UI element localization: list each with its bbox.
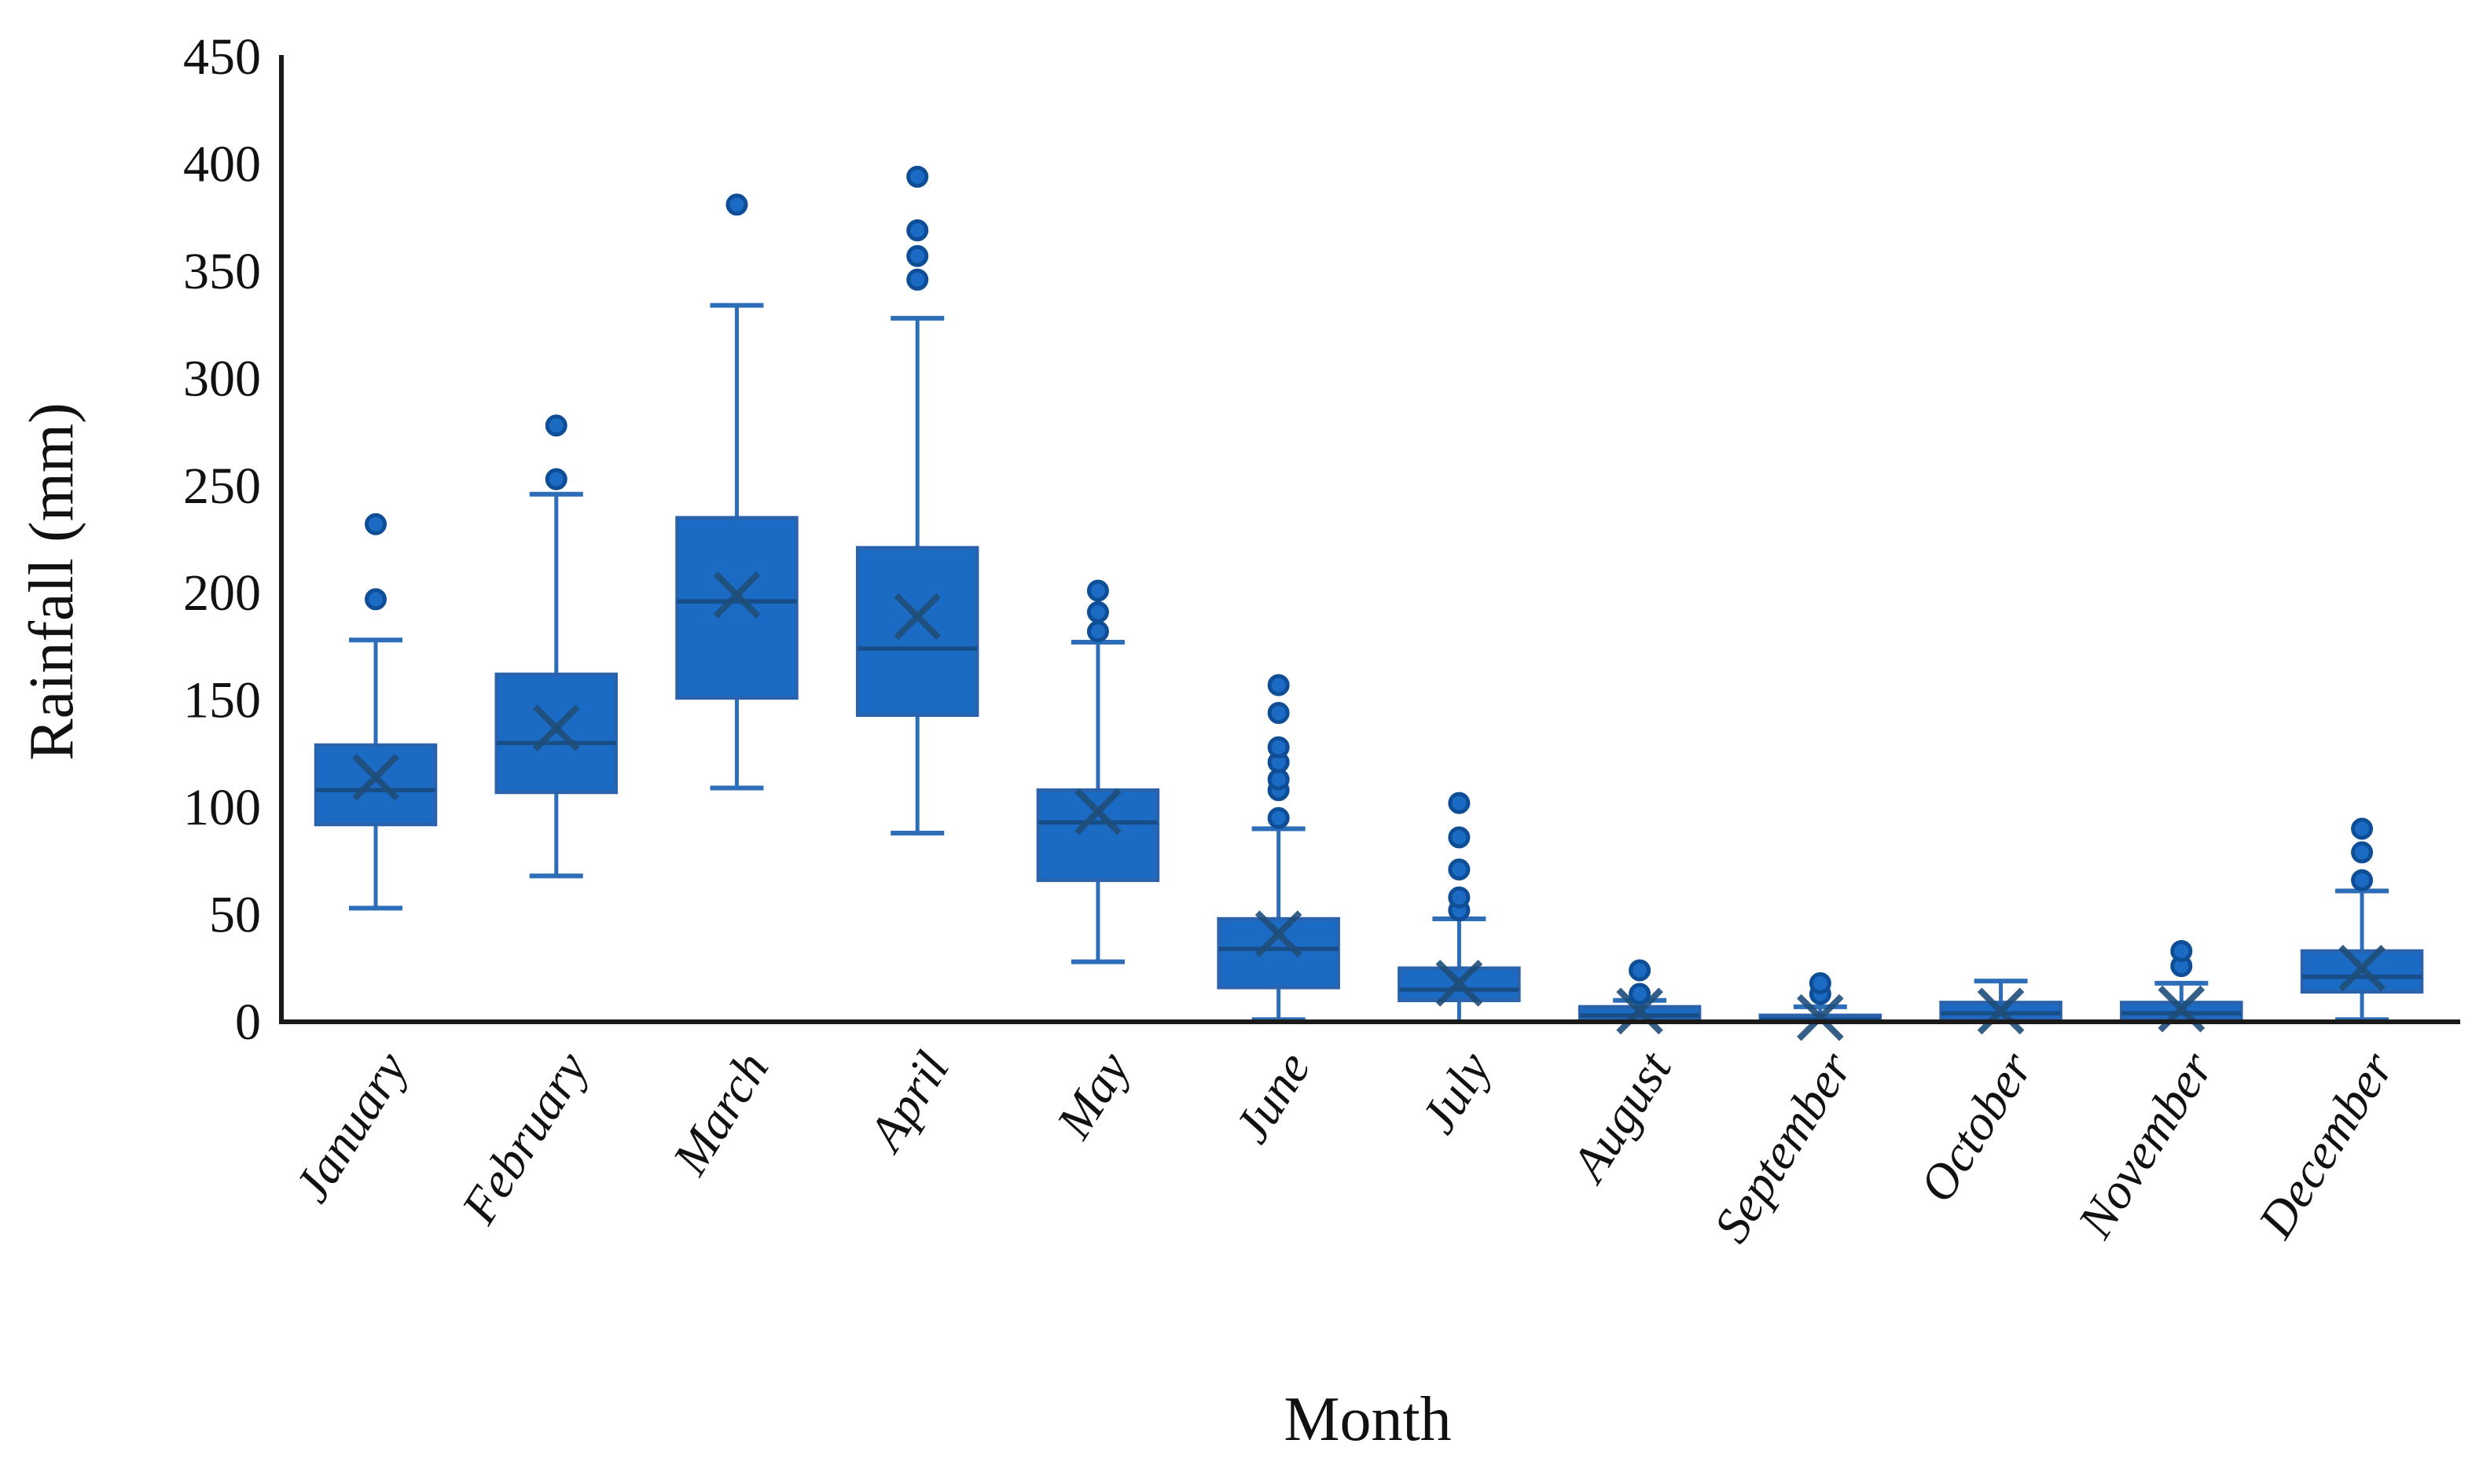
outlier-dot-july: [1448, 886, 1471, 909]
outlier-dot-august: [1629, 959, 1651, 982]
axes-layer: [279, 55, 2460, 1024]
box-october: [1939, 987, 2062, 1035]
x-tick-label-march: March: [661, 1042, 779, 1185]
box-rect-may: [1036, 788, 1160, 883]
outlier-dot-december: [2351, 841, 2374, 864]
y-tick-label: 200: [183, 564, 261, 622]
outlier-dot-april: [906, 244, 929, 267]
box-april: [855, 545, 979, 718]
mean-marker-august: [1616, 987, 1663, 1035]
outlier-dot-may: [1086, 620, 1109, 643]
y-tick-label: 350: [183, 243, 261, 300]
y-axis-title: Rainfall (mm): [17, 402, 86, 760]
y-tick-label: 400: [183, 135, 261, 193]
y-tick-label: 150: [183, 672, 261, 729]
y-tick-label: 300: [183, 350, 261, 407]
x-tick-label-october: October: [1908, 1041, 2044, 1211]
mean-marker-april: [894, 593, 942, 641]
y-tick-label: 100: [183, 779, 261, 836]
outlier-dot-november: [2170, 939, 2193, 962]
x-tick-label-august: August: [1559, 1041, 1683, 1193]
outlier-dot-april: [906, 268, 929, 291]
mean-marker-september: [1797, 994, 1844, 1041]
x-axis-title: Month: [1284, 1385, 1451, 1454]
outlier-dot-december: [2351, 869, 2374, 891]
y-tick-label: 50: [209, 887, 261, 944]
box-january: [314, 743, 438, 827]
mean-marker-february: [532, 704, 580, 751]
y-tick-labels: 0 50 100 150 200 250 300 350 400 450: [183, 28, 261, 1051]
mean-marker-may: [1074, 788, 1122, 836]
mean-marker-july: [1435, 960, 1483, 1007]
outlier-dot-september: [1809, 972, 1831, 994]
outlier-dot-january: [365, 512, 387, 535]
outlier-dot-july: [1448, 858, 1471, 881]
box-rect-february: [494, 672, 618, 795]
box-july: [1398, 960, 1521, 1007]
outlier-dot-july: [1448, 826, 1471, 849]
y-tick-label: 250: [183, 457, 261, 515]
box-december: [2300, 944, 2424, 994]
outliers-layer: [365, 165, 2374, 1005]
y-tick-label: 450: [183, 28, 261, 86]
box-rect-april: [855, 545, 979, 718]
x-tick-label-february: February: [450, 1041, 599, 1233]
outlier-dot-january: [365, 588, 387, 611]
outlier-dot-february: [545, 468, 567, 490]
x-tick-label-december: December: [2247, 1041, 2405, 1247]
outlier-dot-june: [1267, 806, 1290, 829]
x-tick-label-april: April: [856, 1042, 960, 1163]
x-tick-label-september: September: [1702, 1041, 1863, 1252]
mean-marker-june: [1254, 910, 1302, 957]
x-tick-label-may: May: [1045, 1041, 1140, 1148]
box-rect-january: [314, 743, 438, 827]
box-rect-june: [1217, 916, 1340, 990]
mean-marker-march: [713, 571, 761, 619]
x-tick-label-november: November: [2066, 1041, 2224, 1247]
outlier-dot-june: [1267, 736, 1290, 759]
outlier-dot-june: [1267, 674, 1290, 696]
outlier-dot-may: [1086, 601, 1109, 623]
x-tick-label-january: January: [284, 1041, 419, 1211]
box-rect-march: [675, 516, 799, 700]
x-tick-labels: January February March April May June July Augu…: [284, 1041, 2405, 1252]
outlier-dot-june: [1267, 702, 1290, 725]
box-february: [494, 672, 618, 795]
outlier-dot-july: [1448, 792, 1471, 814]
box-may: [1036, 788, 1160, 883]
x-tick-label-june: June: [1223, 1042, 1320, 1152]
x-tick-label-july: July: [1410, 1041, 1502, 1143]
box-june: [1217, 910, 1340, 990]
boxes-layer: [314, 516, 2424, 1041]
outlier-dot-april: [906, 219, 929, 242]
box-august: [1578, 987, 1702, 1035]
whiskers-layer: [349, 303, 2389, 1024]
mean-marker-december: [2338, 944, 2386, 992]
y-tick-label: 0: [235, 994, 261, 1051]
outlier-dot-february: [545, 414, 567, 437]
outlier-dot-august: [1629, 983, 1651, 1005]
box-march: [675, 516, 799, 700]
outlier-dot-may: [1086, 579, 1109, 602]
mean-marker-october: [1977, 987, 2025, 1035]
outlier-dot-april: [906, 165, 929, 188]
outlier-dot-march: [725, 193, 748, 216]
mean-marker-january: [352, 754, 399, 801]
outlier-dot-december: [2351, 817, 2374, 840]
